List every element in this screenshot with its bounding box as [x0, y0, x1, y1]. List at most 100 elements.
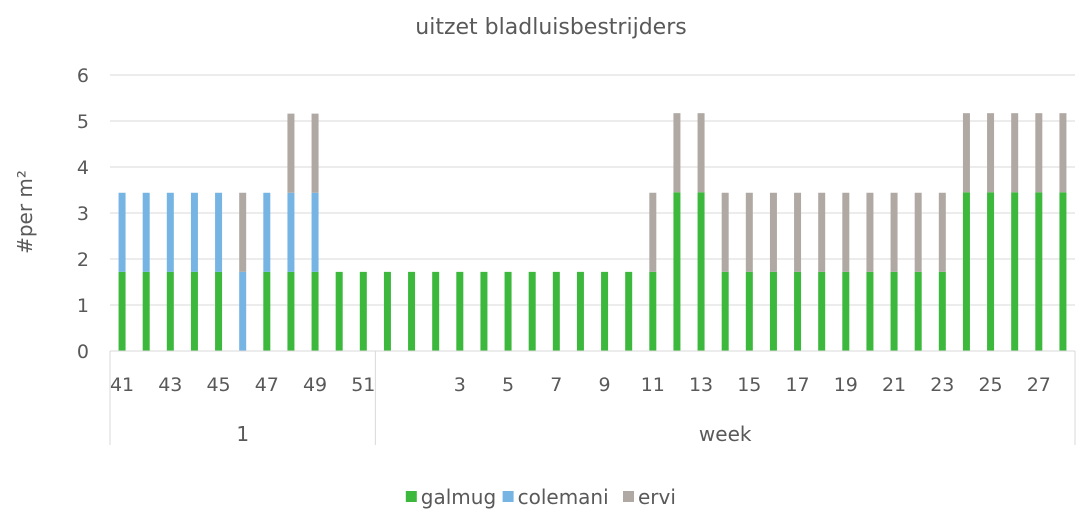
- bar-galmug: [552, 271, 560, 351]
- bar-galmug: [215, 271, 223, 351]
- bar-ervi: [311, 113, 319, 193]
- x-tick-label: 9: [599, 374, 611, 396]
- bar-galmug: [1059, 192, 1067, 351]
- bar-ervi: [794, 192, 802, 272]
- x-tick-label: 27: [1027, 374, 1051, 396]
- bar-galmug: [1011, 192, 1019, 351]
- x-tick-label: 51: [351, 374, 375, 396]
- x-tick-label: 19: [834, 374, 858, 396]
- bar-ervi: [239, 192, 247, 272]
- bar-ervi: [1035, 113, 1043, 193]
- bar-ervi: [673, 113, 681, 193]
- y-axis-label: #per m²: [13, 170, 37, 254]
- x-tick-label: 11: [641, 374, 665, 396]
- chart-title: uitzet bladluisbestrijders: [415, 15, 686, 40]
- legend-swatch-colemani: [502, 491, 514, 502]
- x-tick-label: 21: [882, 374, 906, 396]
- y-tick-label: 2: [77, 249, 89, 271]
- bar-galmug: [625, 271, 633, 351]
- bar-colemani: [263, 192, 271, 272]
- bar-galmug: [335, 271, 343, 351]
- bar-colemani: [287, 192, 295, 272]
- x-tick-label: 17: [785, 374, 809, 396]
- bar-ervi: [1011, 113, 1019, 193]
- bar-galmug: [311, 271, 319, 351]
- y-tick-label: 4: [77, 157, 89, 179]
- x-group-label: week: [699, 422, 752, 446]
- y-tick-label: 1: [77, 295, 89, 317]
- bar-colemani: [239, 271, 247, 351]
- bar-galmug: [1035, 192, 1043, 351]
- bar-galmug: [359, 271, 367, 351]
- bar-ervi: [938, 192, 946, 272]
- bar-galmug: [818, 271, 826, 351]
- x-tick-label: 23: [930, 374, 954, 396]
- bar-ervi: [818, 192, 826, 272]
- legend-label-galmug: galmug: [421, 485, 496, 509]
- bar-ervi: [287, 113, 295, 193]
- bar-galmug: [263, 271, 271, 351]
- x-tick-label: 3: [454, 374, 466, 396]
- bar-galmug: [432, 271, 440, 351]
- bar-colemani: [311, 192, 319, 272]
- x-tick-label: 43: [158, 374, 182, 396]
- x-tick-label: 13: [689, 374, 713, 396]
- bars: [118, 113, 1067, 351]
- bar-galmug: [456, 271, 464, 351]
- y-tick-labels: 0 1 2 3 4 5 6: [77, 65, 89, 363]
- bar-ervi: [962, 113, 970, 193]
- bar-galmug: [190, 271, 198, 351]
- x-tick-label: 45: [206, 374, 230, 396]
- x-tick-label: 15: [737, 374, 761, 396]
- bar-galmug: [383, 271, 391, 351]
- bar-galmug: [721, 271, 729, 351]
- bar-ervi: [721, 192, 729, 272]
- bar-colemani: [142, 192, 150, 272]
- bar-galmug: [938, 271, 946, 351]
- bar-galmug: [962, 192, 970, 351]
- bar-galmug: [576, 271, 584, 351]
- x-axis: 41 43 45 47 49 51 3 5 7 9 11 13 15 17 19 21 23 25 27 1 week: [109, 350, 1076, 446]
- bar-ervi: [649, 192, 657, 272]
- x-tick-label: 5: [502, 374, 514, 396]
- x-group-label: 1: [236, 422, 249, 446]
- y-tick-label: 5: [77, 111, 89, 133]
- x-tick-label: 7: [550, 374, 562, 396]
- bar-galmug: [142, 271, 150, 351]
- bar-galmug: [601, 271, 609, 351]
- bar-galmug: [649, 271, 657, 351]
- bar-ervi: [866, 192, 874, 272]
- bar-galmug: [890, 271, 898, 351]
- bar-colemani: [190, 192, 198, 272]
- bar-galmug: [842, 271, 850, 351]
- bar-galmug: [769, 271, 777, 351]
- gridlines: [110, 74, 1075, 306]
- bar-galmug: [866, 271, 874, 351]
- legend: galmug colemani ervi: [405, 485, 676, 509]
- y-tick-label: 3: [77, 203, 89, 225]
- bar-galmug: [914, 271, 922, 351]
- bar-galmug: [745, 271, 753, 351]
- bar-ervi: [987, 113, 995, 193]
- y-tick-label: 0: [77, 341, 89, 363]
- bar-colemani: [215, 192, 223, 272]
- bar-ervi: [890, 192, 898, 272]
- bar-galmug: [987, 192, 995, 351]
- legend-swatch-ervi: [623, 491, 634, 502]
- legend-label-colemani: colemani: [518, 485, 609, 509]
- bar-galmug: [528, 271, 536, 351]
- bar-ervi: [914, 192, 922, 272]
- bar-galmug: [408, 271, 416, 351]
- bar-ervi: [842, 192, 850, 272]
- bar-colemani: [118, 192, 126, 272]
- x-tick-label: 49: [303, 374, 327, 396]
- x-tick-label: 47: [255, 374, 279, 396]
- bar-galmug: [504, 271, 512, 351]
- bar-galmug: [794, 271, 802, 351]
- bar-galmug: [118, 271, 126, 351]
- bar-galmug: [287, 271, 295, 351]
- bar-galmug: [673, 192, 681, 351]
- legend-label-ervi: ervi: [638, 485, 676, 509]
- bar-ervi: [1059, 113, 1067, 193]
